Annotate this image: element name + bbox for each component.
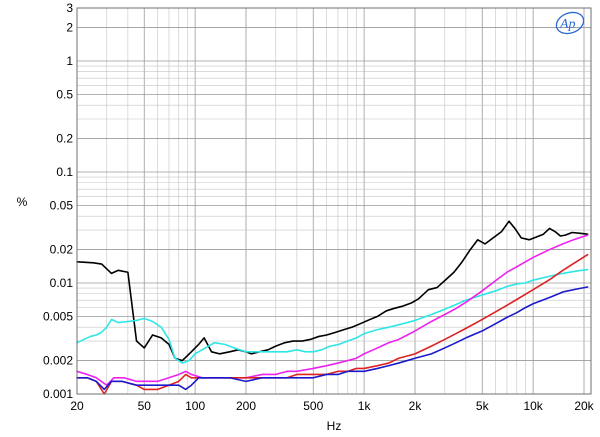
- y-tick-label: 0.2: [56, 132, 73, 146]
- y-tick-label: 3: [66, 1, 73, 15]
- y-tick-label: 0.05: [50, 198, 74, 212]
- x-tick-label: 5k: [476, 399, 490, 413]
- x-tick-label: 100: [185, 399, 205, 413]
- x-tick-label: 2k: [409, 399, 423, 413]
- y-tick-label: 0.1: [56, 165, 73, 179]
- series-lines: [76, 220, 589, 395]
- y-tick-label: 2: [66, 21, 73, 35]
- y-tick-label: 0.002: [43, 354, 73, 368]
- x-tick-label: 50: [138, 399, 152, 413]
- x-tick-label: 200: [236, 399, 256, 413]
- x-tick-label: 20: [70, 399, 84, 413]
- x-tick-label: 20k: [574, 399, 594, 413]
- series-line-4: [76, 253, 589, 395]
- x-tick-labels: 20 50 100 200 500 1k 2k 5k 10k 20k: [70, 399, 594, 413]
- series-line-2: [76, 268, 589, 364]
- x-axis-label: Hz: [327, 419, 342, 433]
- ap-logo: Ap: [555, 11, 585, 35]
- x-tick-label: 1k: [358, 399, 372, 413]
- x-tick-label: 500: [303, 399, 323, 413]
- svg-text:Ap: Ap: [559, 17, 576, 32]
- y-tick-label: 0.5: [56, 87, 73, 101]
- plot-border: [76, 7, 592, 395]
- y-tick-label: 0.01: [50, 276, 74, 290]
- y-tick-label: 1: [66, 54, 73, 68]
- series-line-5: [76, 286, 589, 391]
- series-line-3: [76, 234, 589, 387]
- y-axis-label: %: [17, 195, 28, 209]
- y-tick-label: 0.02: [50, 243, 74, 257]
- y-tick-label: 0.005: [43, 309, 73, 323]
- x-tick-label: 10k: [523, 399, 543, 413]
- y-tick-label: 0.001: [43, 387, 73, 401]
- y-tick-labels: 3 2 1 0.5 0.2 0.1 0.05 0.02 0.01 0.005 0.002 0.001: [43, 1, 73, 401]
